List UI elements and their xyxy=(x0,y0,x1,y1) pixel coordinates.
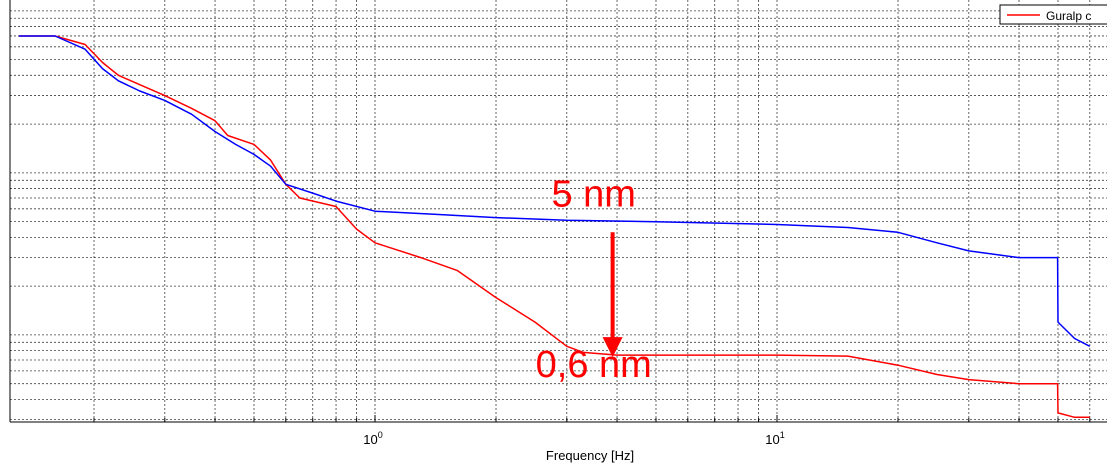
grid-lines xyxy=(10,0,1107,422)
x-tick-exponent: 1 xyxy=(780,430,785,440)
series-line-red xyxy=(18,35,1090,419)
legend-label: Guralp c xyxy=(1046,9,1091,23)
x-tick-exponent: 0 xyxy=(378,430,383,440)
series-lines xyxy=(18,35,1091,419)
legend: Guralp c xyxy=(999,4,1107,25)
tick-labels: 100 101 xyxy=(363,430,784,447)
x-tick-label: 101 xyxy=(765,430,784,447)
x-tick-label: 100 xyxy=(363,430,382,447)
arrow-head xyxy=(602,337,623,358)
annotations: 5 nm 0,6 nm xyxy=(536,174,652,386)
legend-box xyxy=(999,4,1107,25)
x-axis-label: Frequency [Hz] xyxy=(546,448,634,463)
axes xyxy=(9,0,1107,423)
x-tick-base: 10 xyxy=(363,432,377,447)
annotation-1: 0,6 nm xyxy=(536,344,652,386)
annotation-0: 5 nm xyxy=(551,174,635,216)
series-line-blue xyxy=(18,35,1091,347)
x-tick-base: 10 xyxy=(765,432,779,447)
